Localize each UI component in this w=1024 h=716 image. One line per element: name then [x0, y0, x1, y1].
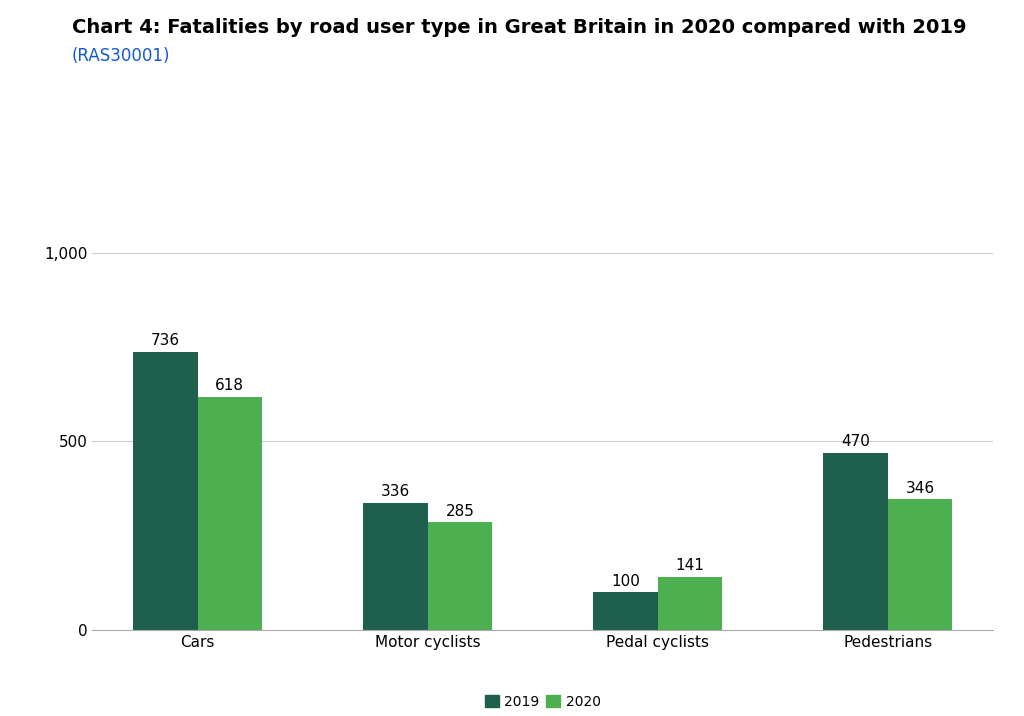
- Bar: [133, 352, 198, 630]
- Bar: [823, 453, 888, 630]
- Legend: 2019, 2020: 2019, 2020: [479, 690, 606, 715]
- Text: 336: 336: [381, 485, 410, 500]
- Bar: [364, 503, 428, 630]
- Text: 141: 141: [676, 558, 705, 573]
- Text: 470: 470: [842, 434, 870, 449]
- Text: 618: 618: [215, 378, 245, 393]
- Bar: [198, 397, 262, 630]
- Text: (RAS30001): (RAS30001): [72, 47, 170, 64]
- Text: 285: 285: [445, 504, 474, 518]
- Bar: [428, 523, 493, 630]
- Bar: [888, 500, 952, 630]
- Text: 100: 100: [611, 574, 640, 589]
- Bar: [593, 592, 657, 630]
- Bar: [657, 577, 722, 630]
- Text: 346: 346: [905, 480, 935, 495]
- Text: Chart 4: Fatalities by road user type in Great Britain in 2020 compared with 201: Chart 4: Fatalities by road user type in…: [72, 18, 967, 37]
- Text: 736: 736: [151, 334, 180, 349]
